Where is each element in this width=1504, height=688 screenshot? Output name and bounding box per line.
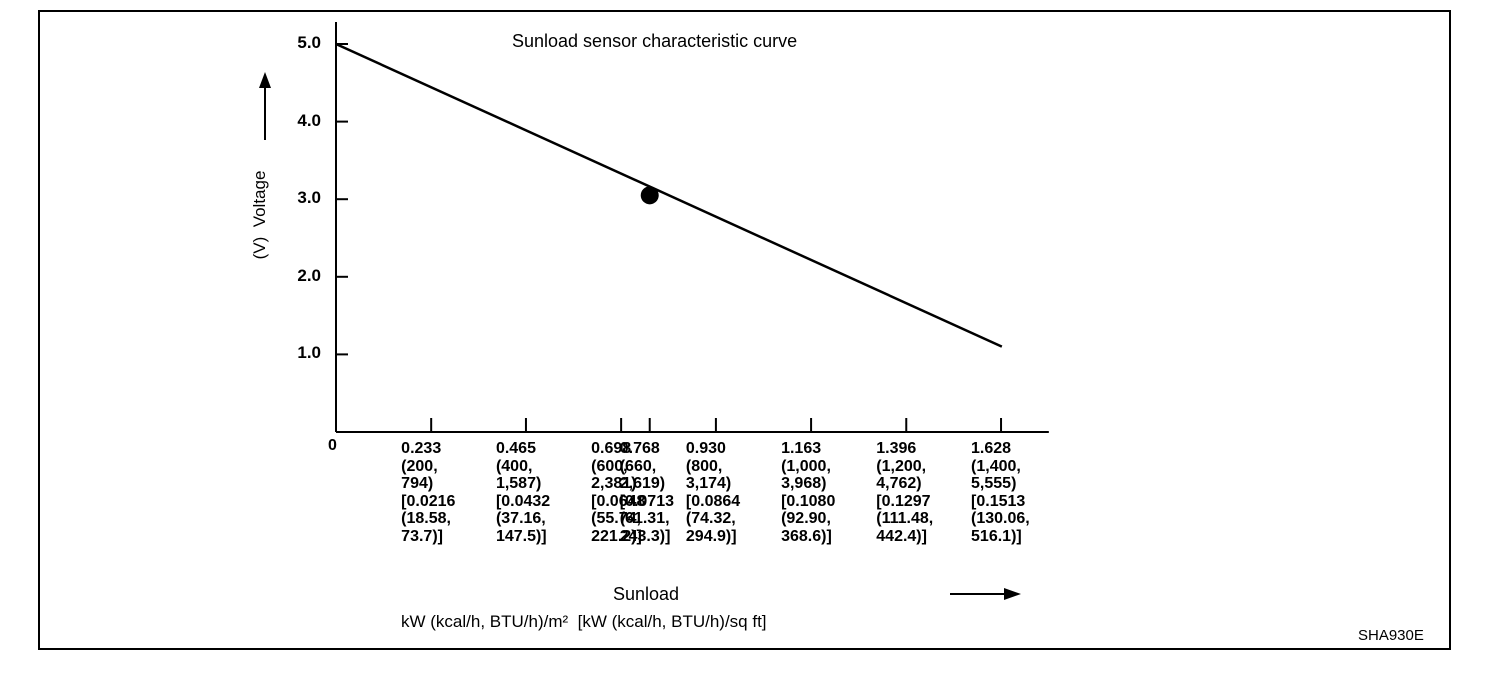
chart-title: Sunload sensor characteristic curve (512, 31, 798, 51)
x-tick-label: 0.768 (660, 2,619) [0.0713 (61.31, 243.3… (619, 440, 674, 545)
figure-code: SHA930E (1358, 627, 1424, 644)
y-axis-label: (V) Voltage (250, 170, 269, 260)
origin-label: 0 (328, 437, 337, 454)
series-line (335, 42, 1003, 348)
y-tick-label: 5.0 (297, 33, 321, 52)
figure-frame (38, 10, 1451, 650)
x-axis-arrow-head (1004, 588, 1021, 600)
y-tick-label: 4.0 (297, 110, 321, 130)
y-tick-label: 1.0 (297, 343, 321, 363)
x-tick-label: 0.698 (600, 2,381) [0.0648 (55.74, 221.2… (591, 440, 646, 545)
x-tick-label: 1.628 (1,400, 5,555) [0.1513 (130.06, 51… (971, 440, 1030, 545)
x-tick-label: 0.233 (200, 794) [0.0216 (18.58, 73.7)] (401, 440, 456, 545)
x-tick-label: 1.163 (1,000, 3,968) [0.1080 (92.90, 368… (781, 440, 836, 545)
data-point-marker (640, 186, 659, 205)
y-tick-label: 2.0 (297, 265, 321, 285)
x-tick-label: 1.396 (1,200, 4,762) [0.1297 (111.48, 44… (876, 440, 934, 545)
x-tick-label: 0.930 (800, 3,174) [0.0864 (74.32, 294.9… (685, 440, 741, 545)
x-axis-label: Sunload (613, 584, 680, 604)
y-axis-arrow-head (259, 72, 271, 88)
x-tick-label: 0.465 (400, 1,587) [0.0432 (37.16, 147.5… (495, 440, 551, 545)
y-tick-label: 3.0 (297, 188, 321, 208)
x-axis-units: kW (kcal/h, BTU/h)/m² [kW (kcal/h, BTU/h… (401, 612, 767, 631)
